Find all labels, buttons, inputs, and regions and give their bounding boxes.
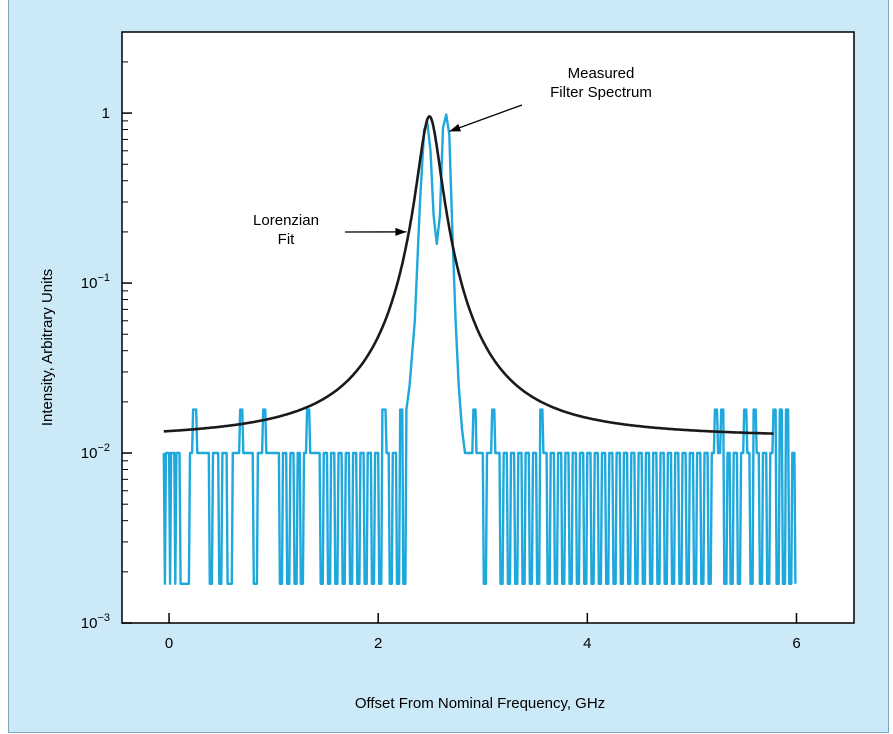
measured-annotation-text: Filter Spectrum: [550, 84, 652, 101]
x-tick-label: 2: [374, 635, 382, 652]
y-tick-exponent: −2: [97, 442, 110, 454]
y-axis-title: Intensity, Arbitrary Units: [39, 269, 56, 426]
x-axis-title: Offset From Nominal Frequency, GHz: [355, 695, 605, 712]
y-tick-base: 1: [102, 105, 110, 122]
y-tick-label: 10−2: [81, 442, 110, 462]
x-axis: 0 2 4 6: [165, 613, 801, 652]
fit-annotation-text: Lorenzian: [253, 212, 319, 229]
plot-frame: [121, 31, 855, 624]
lorentzian-fit-line: [163, 115, 774, 435]
y-tick-exponent: −1: [97, 272, 110, 284]
y-tick-label: 10−3: [81, 612, 110, 632]
x-tick-label: 6: [792, 635, 800, 652]
arrowhead: [449, 123, 462, 132]
annotations: Measured Filter Spectrum Lorenzian Fit: [253, 65, 652, 248]
arrowhead: [395, 227, 407, 236]
fit-annotation-text: Fit: [278, 231, 295, 248]
measured-spectrum-line: [162, 113, 797, 585]
y-tick-base: 10: [81, 445, 98, 462]
y-tick-label: 10−1: [81, 272, 110, 292]
x-tick-label: 4: [583, 635, 591, 652]
y-tick-exponent: −3: [97, 612, 110, 624]
x-tick-label: 0: [165, 635, 173, 652]
measured-annotation-arrow: [449, 104, 523, 133]
y-tick-label: 1: [102, 105, 110, 122]
y-tick-base: 10: [81, 615, 98, 632]
measured-annotation-text: Measured: [568, 65, 635, 82]
series-layer: [162, 113, 797, 585]
y-tick-base: 10: [81, 275, 98, 292]
y-axis: 10−310−210−11: [81, 31, 132, 632]
